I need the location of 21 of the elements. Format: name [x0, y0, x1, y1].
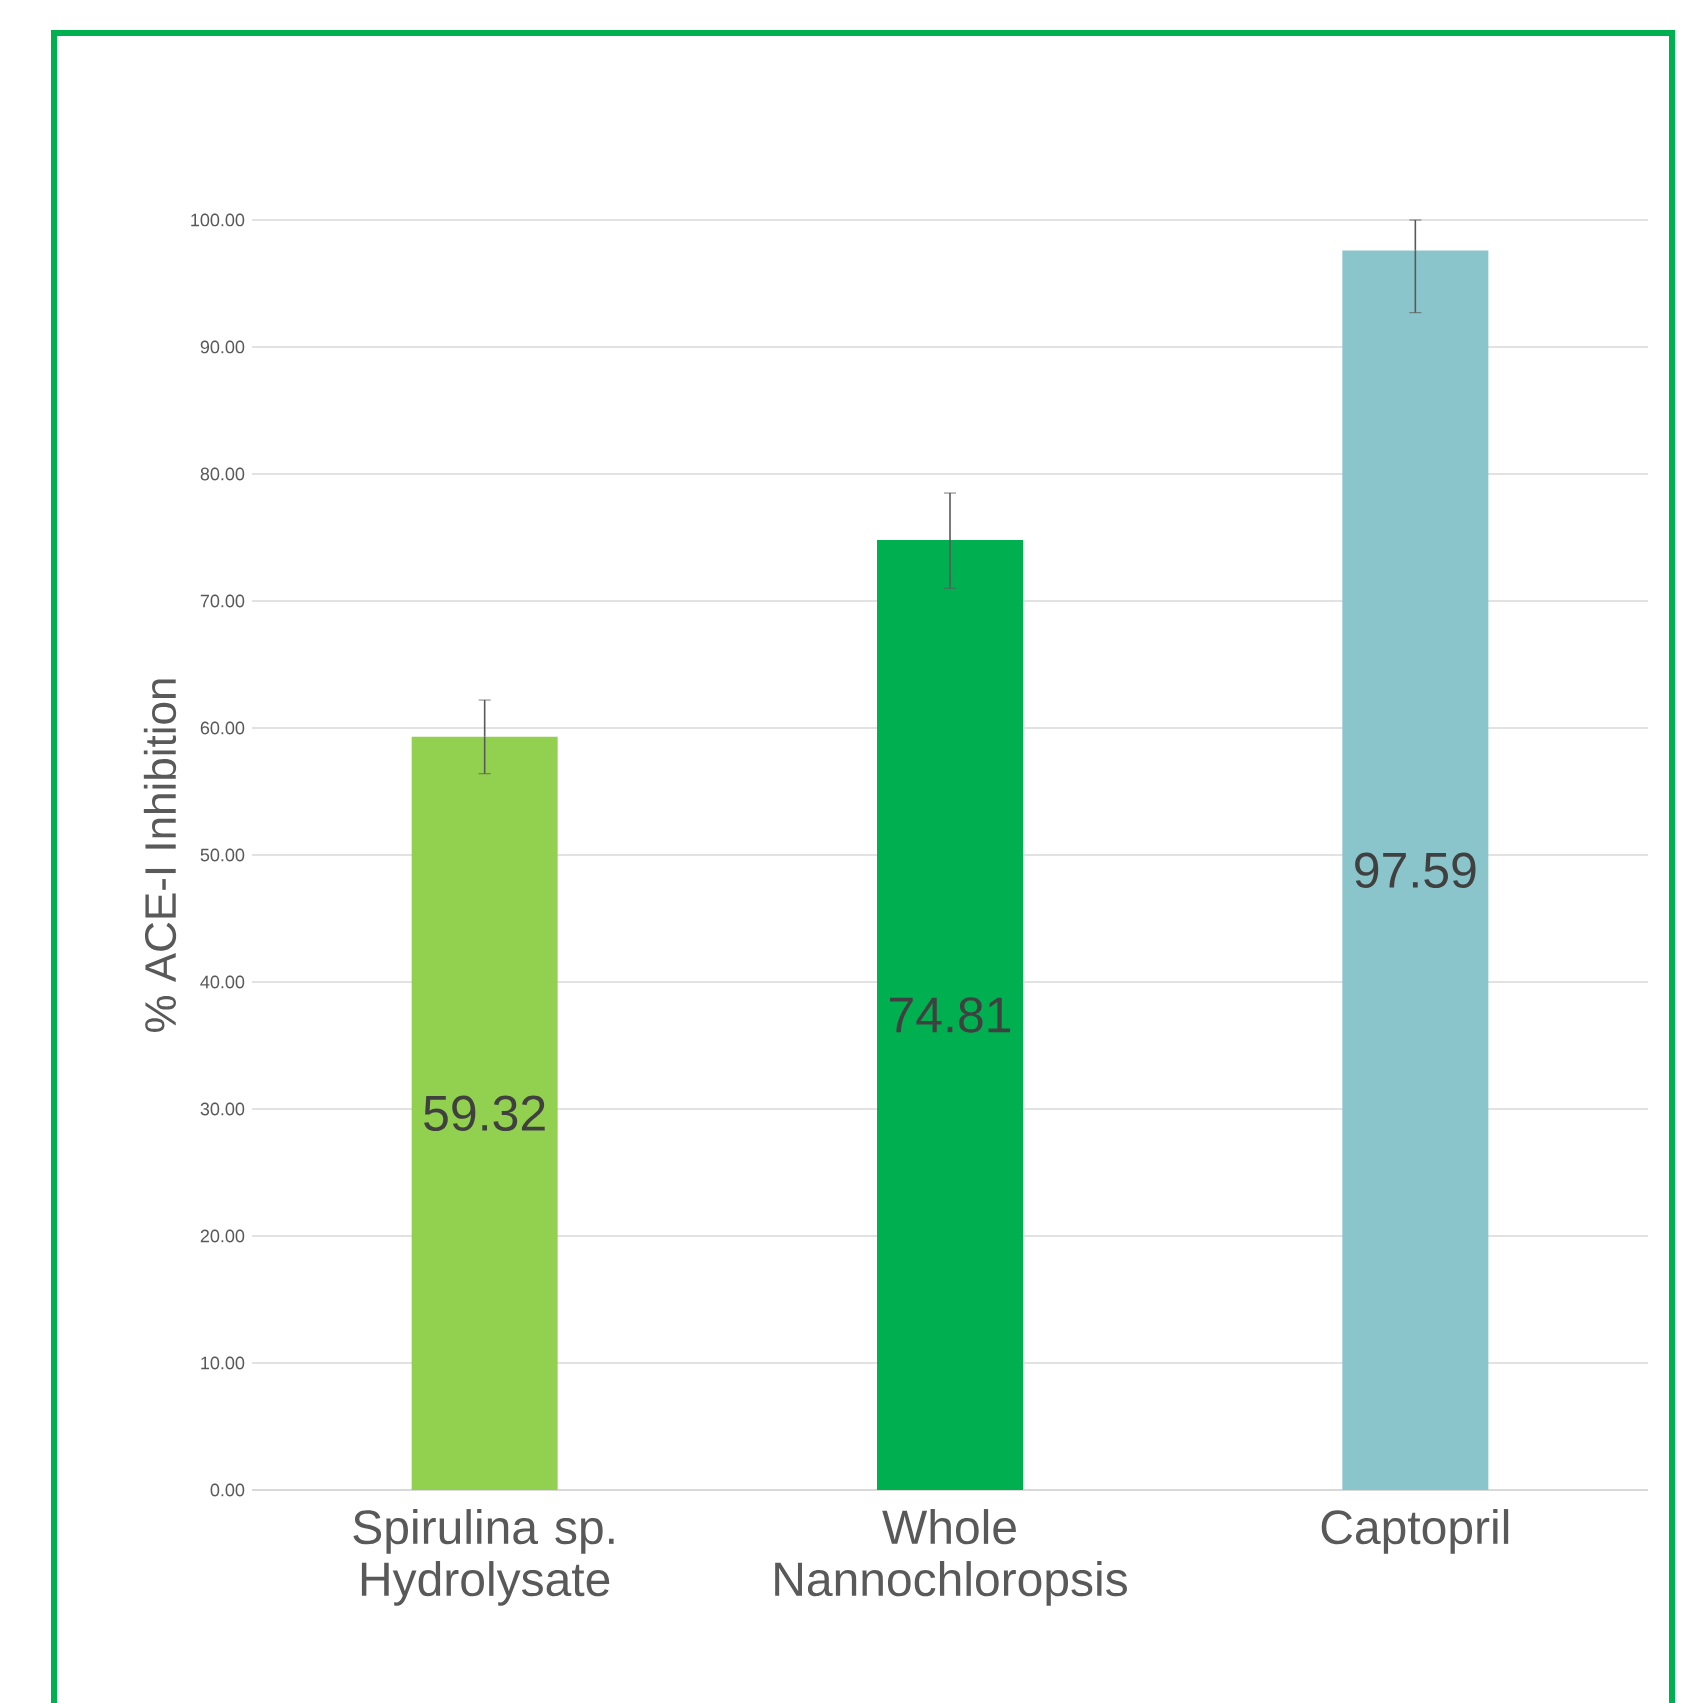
y-tick-label: 90.00	[200, 340, 245, 354]
bar	[411, 736, 558, 1490]
data-label: 74.81	[890, 997, 1011, 1033]
y-axis-title: % ACE-I Inhibition	[143, 679, 177, 1032]
data-label: 97.59	[1355, 852, 1476, 889]
y-tick-label: 70.00	[200, 594, 245, 608]
y-tick-label: 50.00	[200, 848, 245, 862]
y-tick-label: 30.00	[200, 1102, 245, 1116]
x-tick-label: Whole Nannochloropsis	[775, 1509, 1127, 1606]
bar	[1342, 250, 1489, 1490]
y-tick-label: 80.00	[200, 467, 245, 481]
y-tick-label: 10.00	[201, 1356, 245, 1370]
y-tick-label: 100.00	[191, 213, 245, 227]
y-tick-label: 20.00	[200, 1229, 245, 1243]
x-tick-label: Captopril	[1321, 1509, 1509, 1554]
data-label: 59.32	[424, 1095, 545, 1132]
y-tick-label: 0.00	[210, 1483, 245, 1497]
bar	[877, 539, 1024, 1490]
x-tick-label: Spirulina sp. Hydrolysate	[353, 1509, 614, 1606]
y-tick-label: 60.00	[200, 721, 245, 735]
y-tick-label: 40.00	[200, 975, 245, 989]
